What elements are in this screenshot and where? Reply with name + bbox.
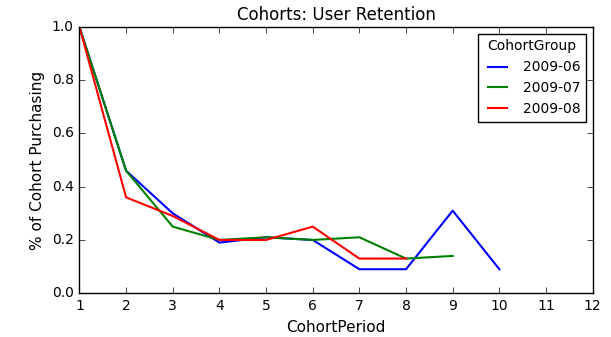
2009-07 — [76, 25, 83, 29]
2009-08 — [309, 224, 316, 228]
2009-06 — [262, 235, 269, 239]
Line: 2009-08: 2009-08 — [79, 27, 406, 258]
2009-08 — [169, 214, 177, 218]
2009-06 — [216, 241, 223, 245]
2009-06 — [122, 169, 130, 173]
X-axis label: CohortPeriod: CohortPeriod — [287, 320, 386, 335]
2009-07 — [216, 238, 223, 242]
2009-06 — [356, 267, 363, 271]
Line: 2009-07: 2009-07 — [79, 27, 453, 258]
2009-08 — [76, 25, 83, 29]
Legend: 2009-06, 2009-07, 2009-08: 2009-06, 2009-07, 2009-08 — [478, 34, 586, 122]
2009-08 — [216, 238, 223, 242]
2009-07 — [262, 235, 269, 239]
2009-06 — [169, 211, 177, 215]
2009-07 — [169, 224, 177, 228]
Line: 2009-06: 2009-06 — [79, 27, 499, 269]
2009-06 — [403, 267, 410, 271]
2009-08 — [122, 195, 130, 200]
2009-07 — [309, 238, 316, 242]
2009-06 — [76, 25, 83, 29]
2009-08 — [356, 256, 363, 261]
Y-axis label: % of Cohort Purchasing: % of Cohort Purchasing — [30, 70, 45, 250]
2009-07 — [403, 256, 410, 261]
2009-06 — [449, 209, 456, 213]
Title: Cohorts: User Retention: Cohorts: User Retention — [236, 6, 436, 24]
2009-06 — [496, 267, 503, 271]
2009-07 — [122, 169, 130, 173]
2009-07 — [356, 235, 363, 239]
2009-06 — [309, 238, 316, 242]
2009-08 — [262, 238, 269, 242]
2009-07 — [449, 254, 456, 258]
2009-08 — [403, 256, 410, 261]
